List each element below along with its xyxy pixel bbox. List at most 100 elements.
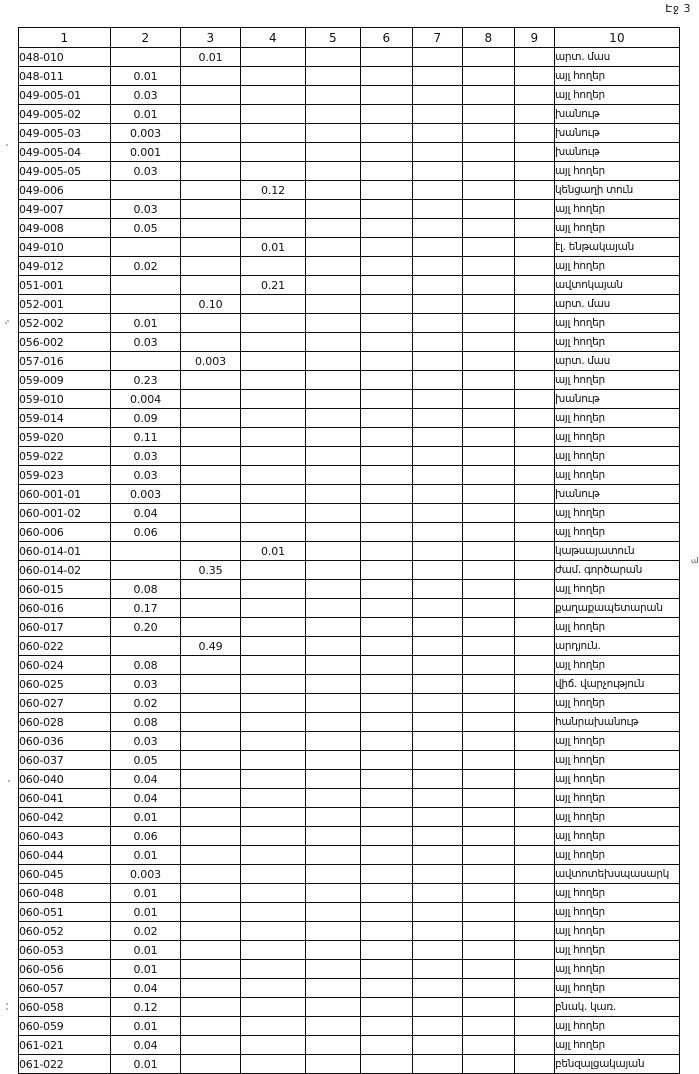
cell-col3 bbox=[180, 883, 241, 903]
cell-col8 bbox=[462, 693, 515, 713]
table-row: 060-017 0.20 այլ հողեր bbox=[18, 617, 680, 637]
cell-col7 bbox=[412, 313, 463, 333]
cell-col8 bbox=[462, 541, 515, 561]
cell-description: այլ հողեր bbox=[554, 978, 680, 998]
cell-col9 bbox=[514, 560, 555, 580]
cell-col7 bbox=[412, 161, 463, 181]
cell-col2: 0.01 bbox=[110, 845, 181, 865]
cell-col4 bbox=[240, 617, 306, 637]
cell-col9 bbox=[514, 351, 555, 371]
cell-col3 bbox=[180, 997, 241, 1017]
cell-col6 bbox=[360, 484, 413, 504]
cell-col7 bbox=[412, 693, 463, 713]
cell-col3 bbox=[180, 902, 241, 922]
cell-col5 bbox=[305, 180, 361, 200]
cell-col4 bbox=[240, 807, 306, 827]
cell-col2: 0.12 bbox=[110, 997, 181, 1017]
cell-parcel-code: 049-006 bbox=[18, 180, 111, 200]
cell-col7 bbox=[412, 712, 463, 732]
cell-col3 bbox=[180, 807, 241, 827]
cell-col9 bbox=[514, 845, 555, 865]
cell-description: արդյուն. bbox=[554, 636, 680, 656]
cell-col5 bbox=[305, 560, 361, 580]
cell-col9 bbox=[514, 1054, 555, 1074]
cell-parcel-code: 052-001 bbox=[18, 294, 111, 314]
cell-col8 bbox=[462, 788, 515, 808]
cell-col9 bbox=[514, 788, 555, 808]
cell-col5 bbox=[305, 845, 361, 865]
cell-col7 bbox=[412, 199, 463, 219]
cell-parcel-code: 061-022 bbox=[18, 1054, 111, 1074]
table-row: 052-001 0.10 արտ. մաս bbox=[18, 294, 680, 314]
cell-col8 bbox=[462, 883, 515, 903]
cell-col9 bbox=[514, 693, 555, 713]
cell-col9 bbox=[514, 199, 555, 219]
table-row: 060-014-02 0.35 ժամ. գործարան bbox=[18, 560, 680, 580]
cell-col9 bbox=[514, 332, 555, 352]
cell-col3 bbox=[180, 237, 241, 257]
cell-col5 bbox=[305, 446, 361, 466]
table-row: 060-048 0.01 այլ հողեր bbox=[18, 883, 680, 903]
cell-col8 bbox=[462, 712, 515, 732]
cell-col4 bbox=[240, 313, 306, 333]
cell-col6 bbox=[360, 997, 413, 1017]
cell-col8 bbox=[462, 845, 515, 865]
cell-col5 bbox=[305, 370, 361, 390]
cell-col8 bbox=[462, 427, 515, 447]
table-body: 048-010 0.01 արտ. մաս 048-011 0.01 այլ հողեր 0… bbox=[18, 47, 680, 1074]
cell-parcel-code: 060-045 bbox=[18, 864, 111, 884]
cell-description: խանութ bbox=[554, 484, 680, 504]
cell-col4 bbox=[240, 332, 306, 352]
cell-col2: 0.01 bbox=[110, 104, 181, 124]
cell-col9 bbox=[514, 66, 555, 86]
cell-col7 bbox=[412, 940, 463, 960]
cell-col5 bbox=[305, 66, 361, 86]
cell-description: այլ հողեր bbox=[554, 769, 680, 789]
cell-parcel-code: 060-014-01 bbox=[18, 541, 111, 561]
cell-col8 bbox=[462, 370, 515, 390]
cell-col7 bbox=[412, 883, 463, 903]
cell-description: այլ հողեր bbox=[554, 161, 680, 181]
cell-col2: 0.03 bbox=[110, 85, 181, 105]
table-row: 060-059 0.01 այլ հողեր bbox=[18, 1016, 680, 1036]
cell-col4: 0.01 bbox=[240, 541, 306, 561]
cell-col5 bbox=[305, 731, 361, 751]
table-row: 051-001 0.21 ավտոկայան bbox=[18, 275, 680, 295]
cell-col2: 0.01 bbox=[110, 807, 181, 827]
cell-col7 bbox=[412, 1035, 463, 1055]
cell-col4 bbox=[240, 85, 306, 105]
column-header-7: 7 bbox=[412, 27, 463, 48]
cell-col3: 0.003 bbox=[180, 351, 241, 371]
cell-parcel-code: 060-044 bbox=[18, 845, 111, 865]
cell-col4 bbox=[240, 446, 306, 466]
cell-col8 bbox=[462, 1016, 515, 1036]
cell-description: այլ հողեր bbox=[554, 940, 680, 960]
cell-col8 bbox=[462, 104, 515, 124]
cell-col7 bbox=[412, 427, 463, 447]
cell-col7 bbox=[412, 180, 463, 200]
cell-col3: 0.35 bbox=[180, 560, 241, 580]
cell-col2: 0.01 bbox=[110, 313, 181, 333]
cell-col6 bbox=[360, 845, 413, 865]
cell-col8 bbox=[462, 389, 515, 409]
cell-col9 bbox=[514, 1035, 555, 1055]
cell-col2: 0.03 bbox=[110, 161, 181, 181]
cell-col4 bbox=[240, 655, 306, 675]
cell-description: այլ հողեր bbox=[554, 750, 680, 770]
cell-col7 bbox=[412, 104, 463, 124]
cell-col6 bbox=[360, 617, 413, 637]
table-row: 060-014-01 0.01 կաթսայատուն bbox=[18, 541, 680, 561]
cell-col6 bbox=[360, 541, 413, 561]
table-row: 060-045 0.003 ավտոտեխսպասարկ bbox=[18, 864, 680, 884]
cell-col2: 0.01 bbox=[110, 1016, 181, 1036]
cell-col9 bbox=[514, 864, 555, 884]
table-row: 049-006 0.12 կենցաղի տուն bbox=[18, 180, 680, 200]
cell-col6 bbox=[360, 731, 413, 751]
cell-description: այլ հողեր bbox=[554, 427, 680, 447]
cell-col4 bbox=[240, 142, 306, 162]
cell-parcel-code: 060-022 bbox=[18, 636, 111, 656]
cell-col5 bbox=[305, 237, 361, 257]
cell-col6 bbox=[360, 1035, 413, 1055]
cell-col8 bbox=[462, 123, 515, 143]
cell-col9 bbox=[514, 978, 555, 998]
